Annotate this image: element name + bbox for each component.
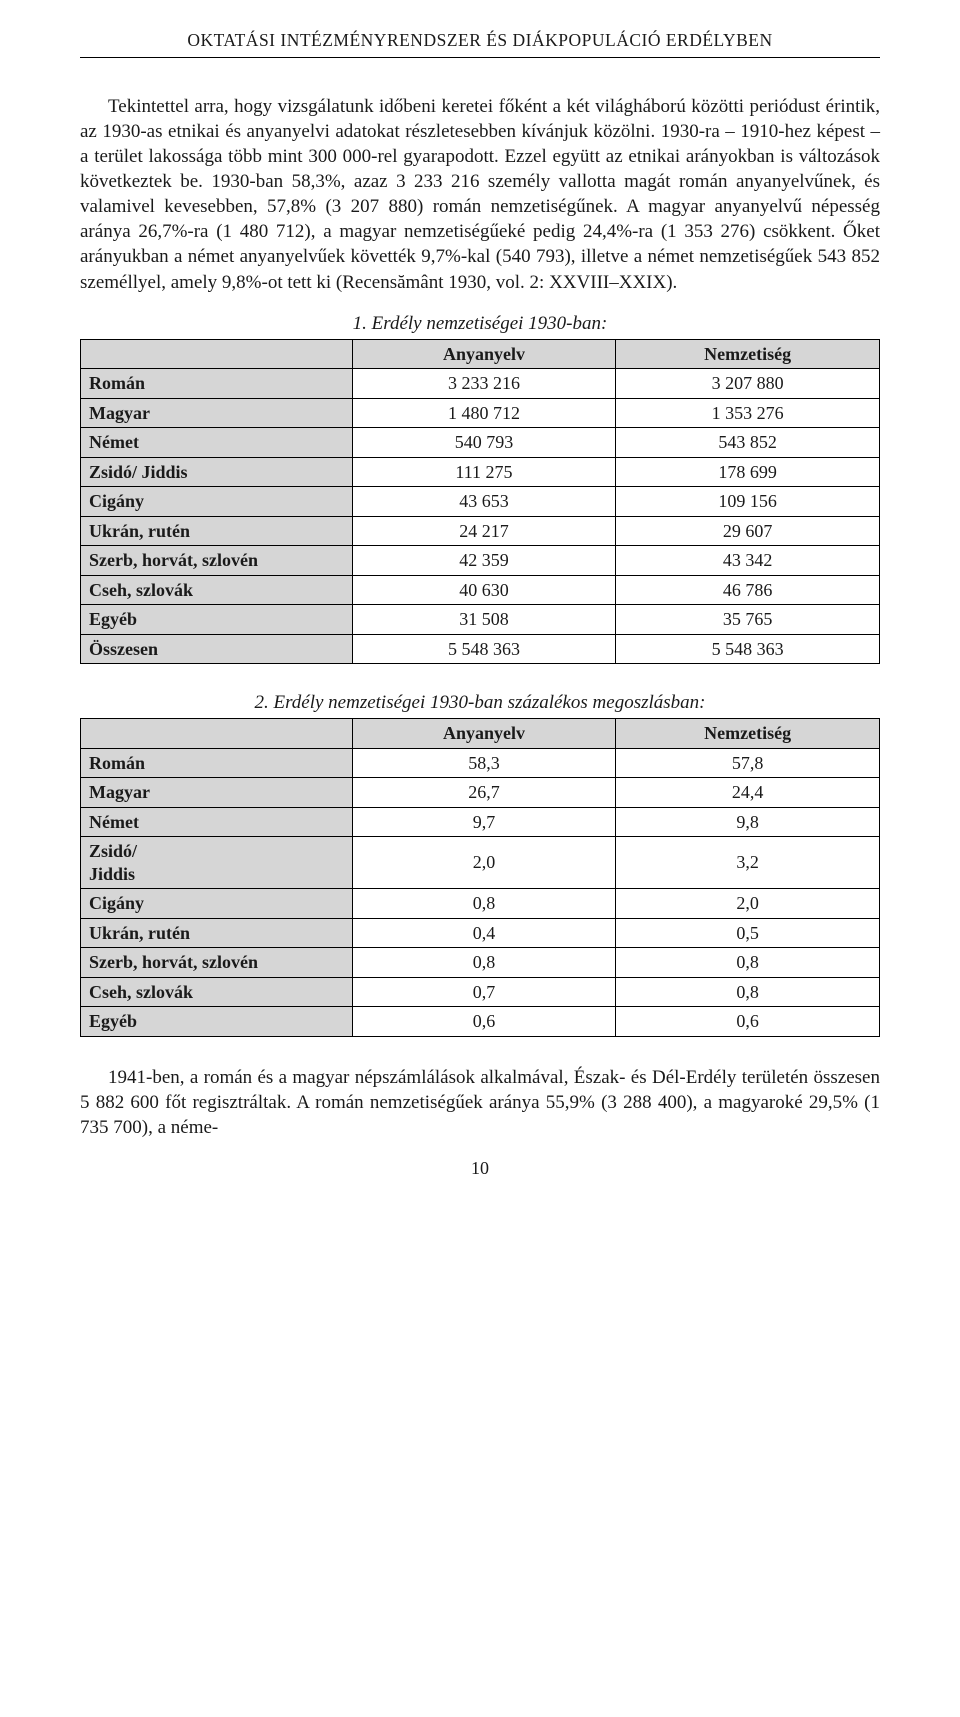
table2-row-c2: 0,8	[616, 977, 880, 1007]
table2-row-c1: 0,4	[352, 918, 616, 948]
table2-row-c1: 9,7	[352, 807, 616, 837]
table1-row: Magyar1 480 7121 353 276	[81, 398, 880, 428]
table1-row-label: Német	[81, 428, 353, 458]
table1-row-c2: 543 852	[616, 428, 880, 458]
table2-row: Zsidó/Jiddis2,03,2	[81, 837, 880, 889]
table2-row-c1: 2,0	[352, 837, 616, 889]
table1-row-c2: 46 786	[616, 575, 880, 605]
table2-row-c2: 2,0	[616, 889, 880, 919]
table1-row: Cigány43 653109 156	[81, 487, 880, 517]
table1-row-c1: 31 508	[352, 605, 616, 635]
table1-header-row: Anyanyelv Nemzetiség	[81, 339, 880, 369]
table1-row: Román3 233 2163 207 880	[81, 369, 880, 399]
table1-row-c2: 29 607	[616, 516, 880, 546]
table2-row-c2: 57,8	[616, 748, 880, 778]
table1-row-label: Magyar	[81, 398, 353, 428]
table1-row-c2: 109 156	[616, 487, 880, 517]
table2-row-c2: 9,8	[616, 807, 880, 837]
table2-header-row: Anyanyelv Nemzetiség	[81, 719, 880, 749]
table1-row: Zsidó/ Jiddis111 275178 699	[81, 457, 880, 487]
table1-row: Cseh, szlovák40 63046 786	[81, 575, 880, 605]
table2-row-label: Egyéb	[81, 1007, 353, 1037]
table2-row-label: Cseh, szlovák	[81, 977, 353, 1007]
paragraph-2: 1941-ben, a román és a magyar népszámlál…	[80, 1065, 880, 1140]
table1-row-c2: 3 207 880	[616, 369, 880, 399]
table2-row-c2: 0,5	[616, 918, 880, 948]
table2-col2-header: Nemzetiség	[616, 719, 880, 749]
table2-row: Egyéb0,60,6	[81, 1007, 880, 1037]
table1-row: Szerb, horvát, szlovén42 35943 342	[81, 546, 880, 576]
table1-row-label: Szerb, horvát, szlovén	[81, 546, 353, 576]
table2-row: Ukrán, rutén0,40,5	[81, 918, 880, 948]
table1-col2-header: Nemzetiség	[616, 339, 880, 369]
table1-row-c1: 1 480 712	[352, 398, 616, 428]
table1-row-c2: 35 765	[616, 605, 880, 635]
table1-corner	[81, 339, 353, 369]
table-2: Anyanyelv Nemzetiség Román58,357,8Magyar…	[80, 718, 880, 1037]
table1-row-label: Ukrán, rutén	[81, 516, 353, 546]
table1-row-c1: 24 217	[352, 516, 616, 546]
table1-col1-header: Anyanyelv	[352, 339, 616, 369]
table1-row-label: Román	[81, 369, 353, 399]
table2-row-c2: 0,6	[616, 1007, 880, 1037]
table2-row-c2: 0,8	[616, 948, 880, 978]
table1-row-c1: 43 653	[352, 487, 616, 517]
table1-row-c1: 40 630	[352, 575, 616, 605]
table2-row: Cseh, szlovák0,70,8	[81, 977, 880, 1007]
table1-row-c2: 5 548 363	[616, 634, 880, 664]
table1-row-c1: 3 233 216	[352, 369, 616, 399]
table2-caption: 2. Erdély nemzetiségei 1930-ban százalék…	[80, 692, 880, 714]
table1-row-c1: 540 793	[352, 428, 616, 458]
table1-row-c1: 42 359	[352, 546, 616, 576]
table2-col1-header: Anyanyelv	[352, 719, 616, 749]
table2-row-c1: 58,3	[352, 748, 616, 778]
running-head: OKTATÁSI INTÉZMÉNYRENDSZER ÉS DIÁKPOPULÁ…	[80, 30, 880, 51]
table2-row-label: Ukrán, rutén	[81, 918, 353, 948]
table2-row-c1: 0,6	[352, 1007, 616, 1037]
table1-row: Összesen5 548 3635 548 363	[81, 634, 880, 664]
table1-row-c2: 43 342	[616, 546, 880, 576]
table2-row: Német9,79,8	[81, 807, 880, 837]
table2-corner	[81, 719, 353, 749]
table1-row-label: Cigány	[81, 487, 353, 517]
table1-caption: 1. Erdély nemzetiségei 1930-ban:	[80, 313, 880, 335]
table1-row: Német540 793543 852	[81, 428, 880, 458]
table1-row: Egyéb31 50835 765	[81, 605, 880, 635]
table1-row-c2: 178 699	[616, 457, 880, 487]
table2-row: Szerb, horvát, szlovén0,80,8	[81, 948, 880, 978]
table2-row-label: Német	[81, 807, 353, 837]
table1-row-label: Egyéb	[81, 605, 353, 635]
table1-row-label: Összesen	[81, 634, 353, 664]
table2-row-label: Magyar	[81, 778, 353, 808]
page-number: 10	[80, 1158, 880, 1179]
page: OKTATÁSI INTÉZMÉNYRENDSZER ÉS DIÁKPOPULÁ…	[40, 0, 920, 1209]
paragraph-1: Tekintettel arra, hogy vizsgálatunk időb…	[80, 94, 880, 295]
table2-row-c2: 24,4	[616, 778, 880, 808]
table2-row-label: Zsidó/Jiddis	[81, 837, 353, 889]
table1-row-label: Zsidó/ Jiddis	[81, 457, 353, 487]
table1-row-c2: 1 353 276	[616, 398, 880, 428]
table2-row: Cigány0,82,0	[81, 889, 880, 919]
table2-row-c2: 3,2	[616, 837, 880, 889]
header-rule	[80, 57, 880, 58]
table2-row: Magyar26,724,4	[81, 778, 880, 808]
table2-row-c1: 0,8	[352, 889, 616, 919]
table2-row-c1: 26,7	[352, 778, 616, 808]
table2-row-label: Román	[81, 748, 353, 778]
table1-row-c1: 111 275	[352, 457, 616, 487]
table-1: Anyanyelv Nemzetiség Román3 233 2163 207…	[80, 339, 880, 665]
table2-row-label: Szerb, horvát, szlovén	[81, 948, 353, 978]
table2-row: Román58,357,8	[81, 748, 880, 778]
table2-row-label: Cigány	[81, 889, 353, 919]
table1-row-label: Cseh, szlovák	[81, 575, 353, 605]
table2-row-c1: 0,8	[352, 948, 616, 978]
table1-row-c1: 5 548 363	[352, 634, 616, 664]
table2-row-c1: 0,7	[352, 977, 616, 1007]
table1-row: Ukrán, rutén24 21729 607	[81, 516, 880, 546]
